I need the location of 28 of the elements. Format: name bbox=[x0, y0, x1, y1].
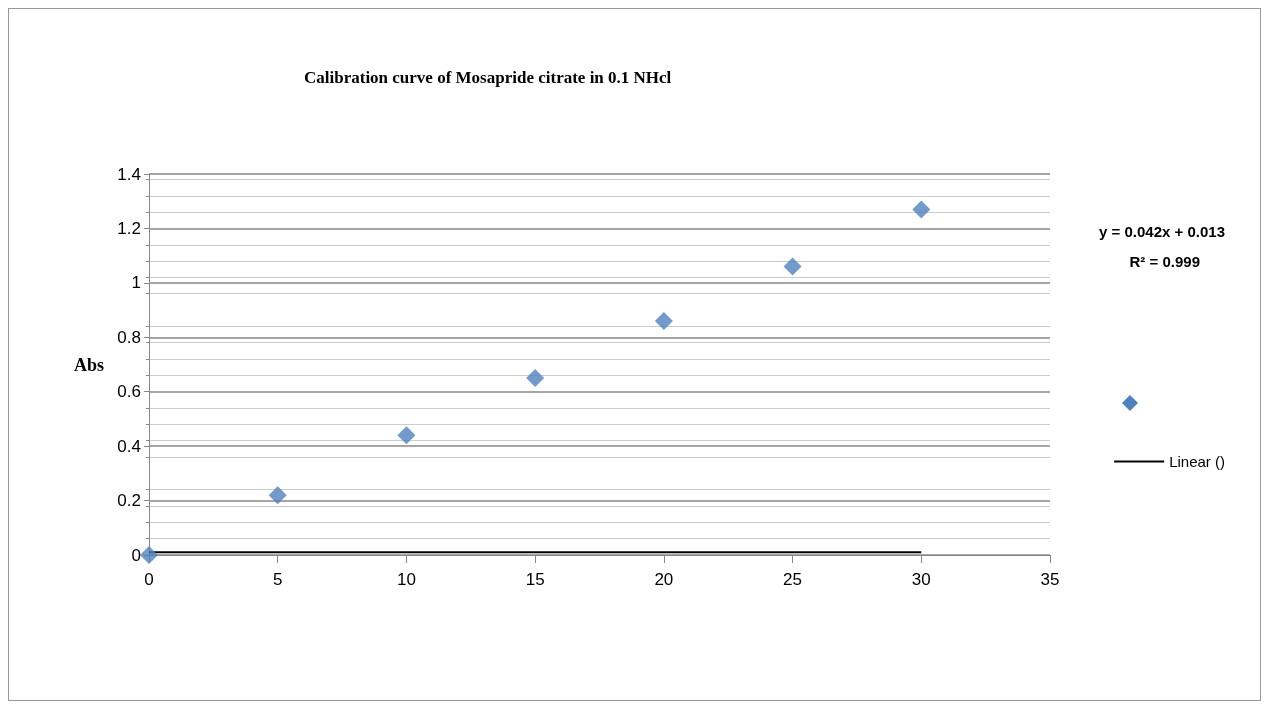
x-tick-label: 0 bbox=[144, 570, 154, 589]
point bbox=[783, 257, 802, 276]
text: R² = 0.999 bbox=[1129, 253, 1201, 270]
y-tick-label: 0 bbox=[131, 545, 141, 565]
y-tick-label: 1.4 bbox=[117, 164, 141, 184]
x-tick-label: 15 bbox=[525, 570, 545, 589]
chart-title: Calibration curve of Mosapride citrate in 0.1 NHcl bbox=[304, 68, 672, 87]
point bbox=[140, 546, 158, 564]
y-tick-label: 0.8 bbox=[117, 327, 141, 347]
x-tick-label: 25 bbox=[783, 570, 803, 589]
text: y = 0.042x + 0.013 bbox=[1099, 223, 1226, 240]
point bbox=[268, 486, 287, 505]
x-tick-label: 35 bbox=[1040, 570, 1060, 589]
y-tick-label: 1.2 bbox=[117, 218, 141, 238]
point bbox=[397, 426, 416, 445]
y-tick-label: 0.2 bbox=[117, 491, 141, 511]
y-tick-label: 0.6 bbox=[117, 382, 141, 402]
y-tick-label: 0.4 bbox=[117, 436, 141, 456]
x-tick-label: 30 bbox=[911, 570, 931, 589]
point bbox=[912, 200, 931, 219]
y-tick-label: 1 bbox=[131, 273, 141, 293]
x-tick-label: 20 bbox=[654, 570, 674, 589]
x-tick-label: 10 bbox=[396, 570, 416, 589]
legend-label: Linear () bbox=[1169, 453, 1225, 470]
x-tick-label: 5 bbox=[272, 570, 283, 589]
point bbox=[526, 369, 545, 388]
point bbox=[654, 311, 673, 330]
y-axis-title: Abs bbox=[73, 354, 104, 375]
